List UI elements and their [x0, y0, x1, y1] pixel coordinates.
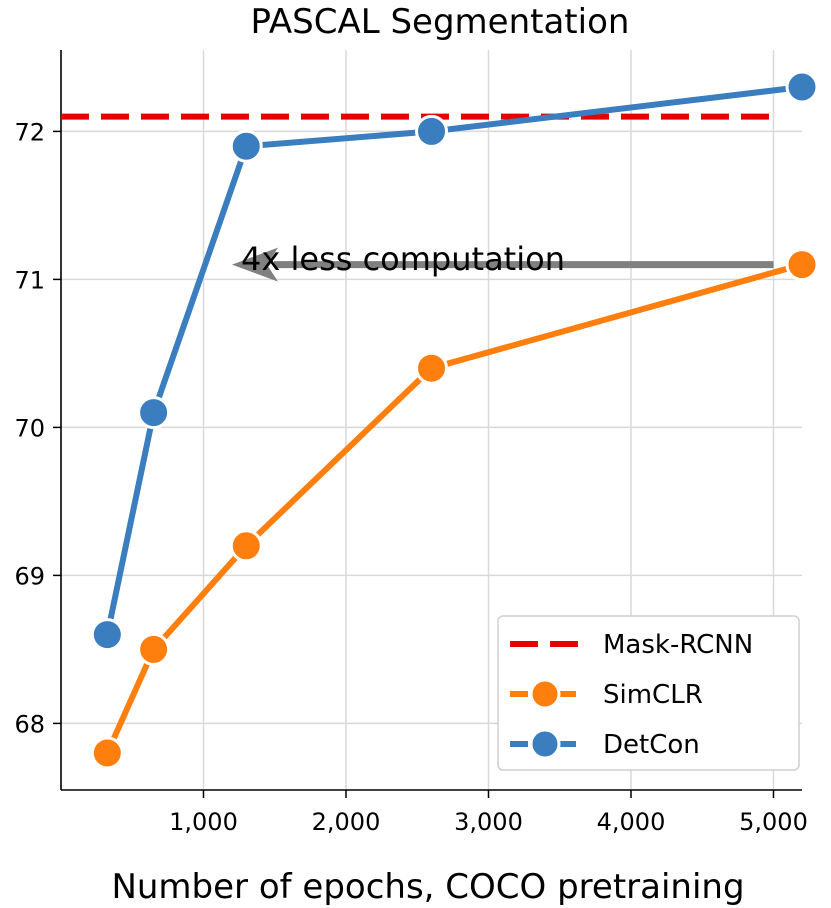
simclr-data-point: [785, 248, 819, 282]
detcon-legend-label: DetCon: [603, 730, 700, 760]
detcon-data-point: [785, 70, 819, 104]
y-tick-label: 68: [14, 710, 45, 738]
x-tick-label: 1,000: [169, 808, 238, 836]
axes: 68 69 70 71 72 1,000 2,000 3,000 4,000 5,000: [14, 50, 808, 836]
annotation: 4x less computation: [232, 240, 774, 282]
simclr-legend-marker: [529, 678, 561, 710]
x-tick-label: 2,000: [312, 808, 381, 836]
y-tick-label: 72: [14, 118, 45, 146]
simclr-legend-label: SimCLR: [603, 680, 703, 710]
detcon-data-point: [415, 114, 448, 148]
simclr-data-point: [415, 351, 448, 385]
y-tick-label: 70: [14, 414, 45, 442]
x-tick-label: 4,000: [597, 808, 666, 836]
x-tick-label: 3,000: [454, 808, 523, 836]
detcon-legend-marker: [529, 728, 561, 760]
x-tick-label: 5,000: [739, 808, 808, 836]
legend-box: [497, 615, 800, 771]
y-tick-label: 69: [14, 562, 45, 590]
series: [61, 70, 819, 770]
y-tick-label: 71: [14, 266, 45, 294]
computation-annotation: 4x less computation: [241, 240, 565, 278]
x-axis-label: Number of epochs, COCO pretraining: [111, 867, 744, 907]
grid: [61, 50, 802, 790]
detcon-data-point: [229, 129, 263, 163]
simclr-data-point: [229, 529, 263, 563]
mask-rcnn-legend-label: Mask-RCNN: [603, 630, 753, 660]
simclr-data-point: [90, 736, 124, 770]
simclr-data-point: [137, 632, 171, 666]
detcon-data-point: [90, 618, 124, 652]
legend: Mask-RCNN SimCLR DetCon: [497, 615, 800, 771]
computation-arrow-head: [232, 247, 278, 282]
chart-title: PASCAL Segmentation: [251, 2, 630, 42]
detcon-data-point: [137, 396, 171, 430]
